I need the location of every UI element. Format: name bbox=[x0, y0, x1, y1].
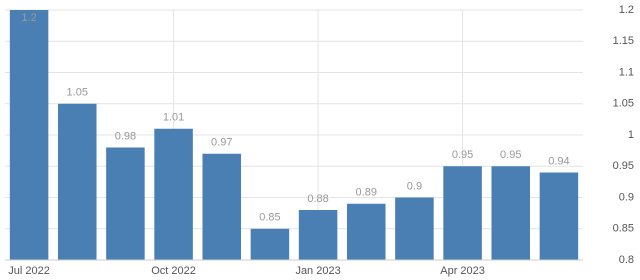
bar bbox=[491, 166, 531, 260]
value-label: 0.88 bbox=[307, 193, 328, 205]
value-label: 0.97 bbox=[211, 137, 232, 149]
y-tick-label: 0.85 bbox=[613, 223, 634, 235]
value-label: 0.85 bbox=[259, 212, 280, 224]
bar bbox=[346, 203, 386, 260]
bar bbox=[395, 197, 434, 260]
value-label: 1.01 bbox=[163, 112, 184, 124]
value-label: 0.98 bbox=[115, 130, 136, 142]
x-tick-label: Oct 2022 bbox=[151, 265, 196, 277]
y-tick-label: 0.9 bbox=[619, 191, 634, 203]
y-tick-label: 0.8 bbox=[619, 254, 634, 266]
x-tick-label: Apr 2023 bbox=[440, 265, 485, 277]
value-label: 0.9 bbox=[407, 180, 422, 192]
bar bbox=[57, 103, 97, 260]
value-label: 0.94 bbox=[548, 155, 569, 167]
y-tick-label: 1 bbox=[628, 129, 634, 141]
bar bbox=[539, 172, 579, 260]
y-tick-label: 1.1 bbox=[619, 66, 634, 78]
value-label: 1.05 bbox=[67, 87, 88, 99]
value-label: 0.95 bbox=[500, 149, 521, 161]
bar bbox=[202, 153, 242, 260]
value-label: 0.95 bbox=[452, 149, 473, 161]
y-tick-label: 1.2 bbox=[619, 4, 634, 16]
bar bbox=[9, 10, 49, 260]
value-label: 0.89 bbox=[356, 187, 377, 199]
y-tick-label: 1.05 bbox=[613, 98, 634, 110]
bar bbox=[250, 228, 290, 260]
value-label: 1.2 bbox=[21, 12, 36, 24]
x-tick-label: Jan 2023 bbox=[295, 265, 340, 277]
bar bbox=[298, 210, 338, 260]
bar bbox=[154, 128, 193, 260]
y-tick-label: 1.15 bbox=[613, 35, 634, 47]
bar bbox=[443, 166, 482, 260]
x-tick-label: Jul 2022 bbox=[8, 265, 50, 277]
bar bbox=[106, 147, 145, 260]
y-tick-label: 0.95 bbox=[613, 160, 634, 172]
